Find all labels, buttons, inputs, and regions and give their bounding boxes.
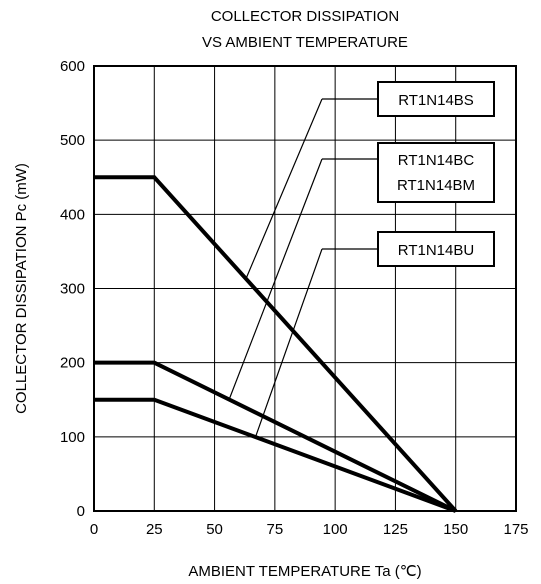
annotation-leader bbox=[245, 98, 323, 280]
annotation-leader bbox=[228, 158, 323, 400]
annotation-label: RT1N14BM bbox=[397, 177, 475, 194]
annotation-box bbox=[377, 81, 495, 117]
annotations: RT1N14BS RT1N14BC RT1N14BM RT1N14BU bbox=[228, 81, 495, 438]
chart-title: COLLECTOR DISSIPATION VS AMBIENT TEMPERAT… bbox=[202, 8, 408, 51]
y-axis-ticks: 0 100 200 300 400 500 600 bbox=[60, 58, 85, 520]
x-tick-label: 25 bbox=[146, 521, 163, 538]
y-tick-label: 500 bbox=[60, 132, 85, 149]
annotation-leader bbox=[255, 248, 323, 438]
y-tick-label: 600 bbox=[60, 58, 85, 75]
series-lines bbox=[94, 175, 458, 513]
annotation-label: RT1N14BS bbox=[398, 92, 474, 109]
y-tick-label: 300 bbox=[60, 281, 85, 298]
x-tick-label: 75 bbox=[267, 521, 284, 538]
x-tick-label: 125 bbox=[383, 521, 408, 538]
series-line bbox=[94, 397, 457, 513]
x-tick-label: 50 bbox=[206, 521, 223, 538]
x-axis-label: AMBIENT TEMPERATURE Ta (℃) bbox=[188, 563, 421, 580]
y-tick-label: 200 bbox=[60, 355, 85, 372]
chart-title-line: COLLECTOR DISSIPATION bbox=[211, 8, 399, 25]
annotation-box bbox=[377, 142, 495, 203]
plot-area bbox=[93, 65, 517, 512]
series-line bbox=[94, 175, 458, 513]
annotation-label: RT1N14BC bbox=[398, 152, 475, 169]
x-tick-label: 175 bbox=[503, 521, 528, 538]
y-axis-label: COLLECTOR DISSIPATION Pc (mW) bbox=[13, 163, 30, 414]
y-tick-label: 400 bbox=[60, 206, 85, 223]
x-tick-label: 150 bbox=[443, 521, 468, 538]
series-line bbox=[94, 360, 457, 513]
x-tick-label: 100 bbox=[323, 521, 348, 538]
x-tick-label: 0 bbox=[90, 521, 98, 538]
annotation-label: RT1N14BU bbox=[398, 242, 474, 259]
chart-title-line: VS AMBIENT TEMPERATURE bbox=[202, 34, 408, 51]
grid bbox=[94, 66, 516, 511]
x-axis-ticks: 0 25 50 75 100 125 150 175 bbox=[90, 521, 529, 538]
y-tick-label: 0 bbox=[77, 503, 85, 520]
y-tick-label: 100 bbox=[60, 429, 85, 446]
